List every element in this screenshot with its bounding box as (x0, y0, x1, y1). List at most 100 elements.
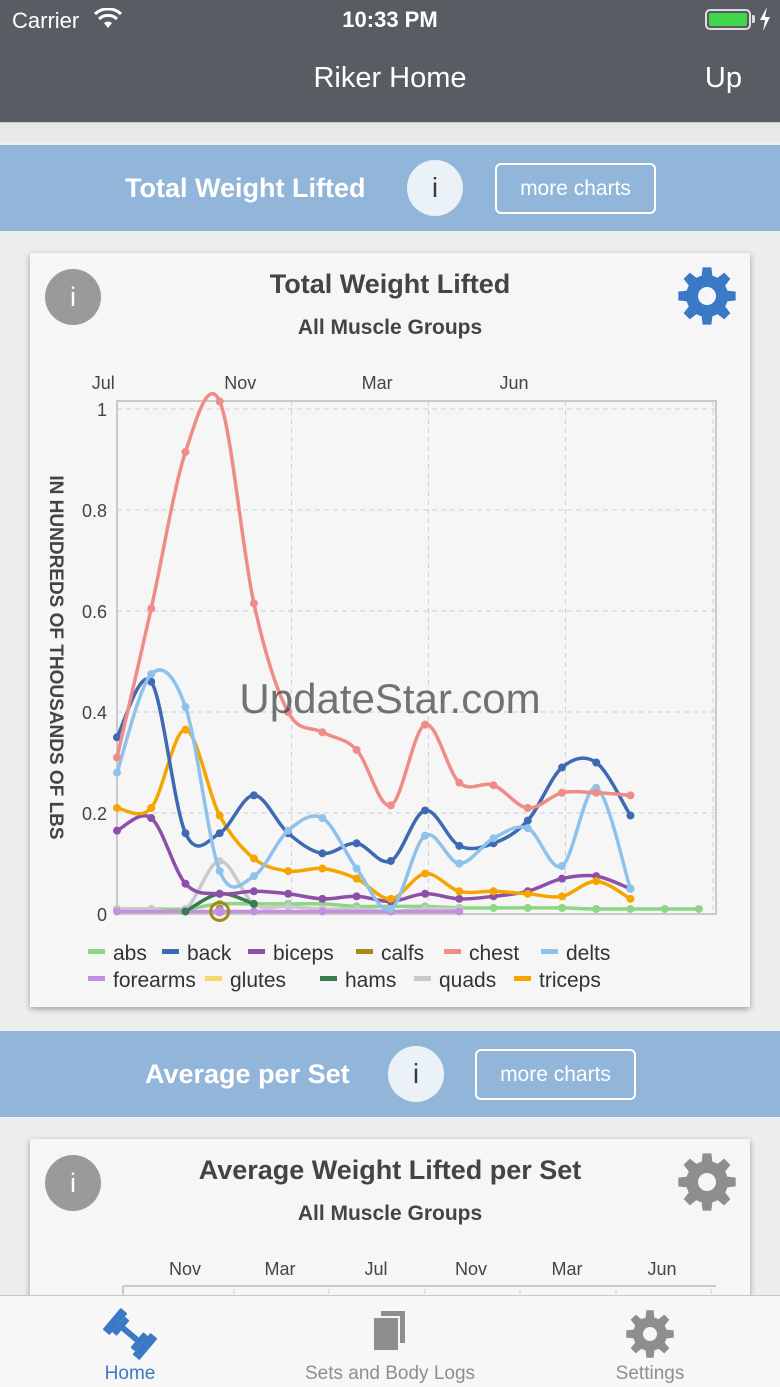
nav-title: Riker Home (313, 62, 467, 94)
tab-bar: Home Sets and Body Logs Settings (0, 1295, 780, 1387)
documents-icon (372, 1309, 407, 1352)
charging-icon (760, 7, 770, 31)
chart-title: Total Weight Lifted (269, 269, 511, 299)
legend-item-chest: chest (444, 942, 519, 965)
data-point (592, 904, 601, 913)
data-point (421, 889, 430, 898)
data-point (626, 791, 635, 800)
legend-swatch (88, 976, 105, 981)
data-point (284, 867, 293, 876)
data-point (455, 894, 464, 903)
chart-info-button[interactable]: i (45, 269, 101, 325)
data-point (421, 806, 430, 815)
data-point (215, 829, 224, 838)
data-point (386, 801, 395, 810)
data-point (318, 907, 327, 916)
chart-settings-gear-icon[interactable] (677, 266, 737, 326)
data-point (421, 720, 430, 729)
tab-home[interactable]: Home (50, 1296, 210, 1387)
legend-label: quads (439, 969, 496, 992)
y-tick-label: 1 (97, 400, 107, 420)
x-tick-label: Nov (224, 373, 256, 393)
data-point (557, 788, 566, 797)
data-point (421, 831, 430, 840)
x-tick-label: Jun (647, 1259, 676, 1279)
data-point (557, 862, 566, 871)
battery-icon (705, 9, 751, 30)
data-point (455, 887, 464, 896)
data-point (421, 869, 430, 878)
legend-item-calfs: calfs (356, 942, 424, 965)
legend-label: hams (345, 969, 396, 992)
more-charts-button[interactable]: more charts (475, 1049, 636, 1100)
legend-label: delts (566, 942, 610, 965)
legend-item-triceps: triceps (514, 969, 601, 992)
data-point (318, 864, 327, 873)
y-tick-label: 0.2 (82, 804, 107, 824)
tab-label: Sets and Body Logs (304, 1363, 476, 1384)
data-point (557, 763, 566, 772)
data-point (284, 708, 293, 716)
calfs-highlight-marker (209, 900, 231, 922)
data-point (352, 892, 361, 901)
x-tick-label: Mar (552, 1259, 583, 1279)
legend-swatch (205, 976, 222, 981)
more-charts-button[interactable]: more charts (495, 163, 656, 214)
section-info-button[interactable]: i (388, 1046, 444, 1102)
data-point (249, 907, 258, 916)
legend-swatch (414, 976, 431, 981)
data-point (386, 894, 395, 903)
chart-subtitle: All Muscle Groups (297, 316, 483, 339)
legend-item-hams: hams (320, 969, 396, 992)
legend-label: abs (113, 942, 147, 965)
average-per-set-chart-preview: Nov Mar Jul Nov Mar Jun (122, 1259, 716, 1339)
data-point (215, 867, 224, 876)
data-point (181, 879, 190, 888)
x-tick-label: Nov (169, 1259, 201, 1279)
legend-swatch (88, 949, 105, 954)
section-title: Total Weight Lifted (125, 173, 366, 203)
series-line-delts (115, 668, 633, 912)
y-tick-label: 0.6 (82, 602, 107, 622)
data-point (352, 839, 361, 848)
battery-tip (752, 15, 755, 23)
data-point (215, 889, 224, 898)
data-point (249, 599, 258, 608)
data-point (489, 887, 498, 896)
up-button[interactable]: Up (704, 62, 742, 94)
legend-swatch (248, 949, 265, 954)
data-point (592, 788, 601, 797)
tab-settings[interactable]: Settings (570, 1296, 730, 1387)
data-point (386, 904, 395, 913)
watermark-text: UpdateStar.com (239, 675, 540, 722)
data-point (318, 728, 327, 737)
legend-swatch (320, 976, 337, 981)
data-point (386, 856, 395, 865)
wifi-icon (94, 8, 122, 28)
data-point (557, 903, 566, 912)
data-point (113, 753, 121, 762)
legend-label: biceps (273, 942, 334, 965)
x-tick-label: Nov (455, 1259, 487, 1279)
section-info-button[interactable]: i (407, 160, 463, 216)
carrier-label: Carrier (12, 8, 80, 33)
data-point (249, 791, 258, 800)
chart-info-button[interactable]: i (45, 1155, 101, 1211)
data-point (626, 904, 635, 913)
total-weight-section-bar: Total Weight Lifted i more charts (0, 145, 780, 231)
data-point (284, 902, 293, 911)
data-point (523, 889, 532, 898)
data-point (318, 894, 327, 903)
data-point (626, 894, 635, 903)
data-point (284, 889, 293, 898)
data-point (592, 758, 601, 767)
data-point (352, 864, 361, 873)
x-tick-label: Mar (265, 1259, 296, 1279)
legend-item-forearms: forearms (88, 969, 196, 992)
tab-sets-and-body-logs[interactable]: Sets and Body Logs (280, 1296, 500, 1387)
legend-swatch (514, 976, 531, 981)
data-point (318, 849, 327, 858)
series-back (113, 677, 635, 865)
legend-swatch (444, 949, 461, 954)
chart-settings-gear-icon[interactable] (677, 1152, 737, 1212)
